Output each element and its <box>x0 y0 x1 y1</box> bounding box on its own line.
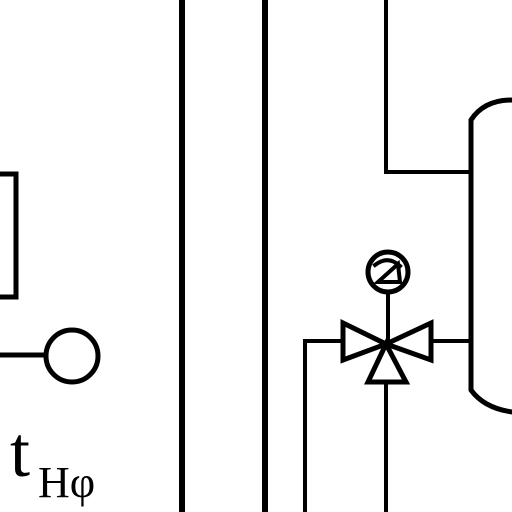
valve-left-pipe <box>303 339 345 512</box>
temperature-label: t <box>10 412 30 492</box>
valve-actuator-icon <box>365 249 411 346</box>
tank-inlet-pipe <box>384 0 472 174</box>
temperature-label-subscript: Hφ <box>38 458 95 507</box>
temperature-sensor-icon <box>43 327 101 385</box>
control-box <box>0 171 19 300</box>
storage-tank-icon <box>468 97 512 415</box>
